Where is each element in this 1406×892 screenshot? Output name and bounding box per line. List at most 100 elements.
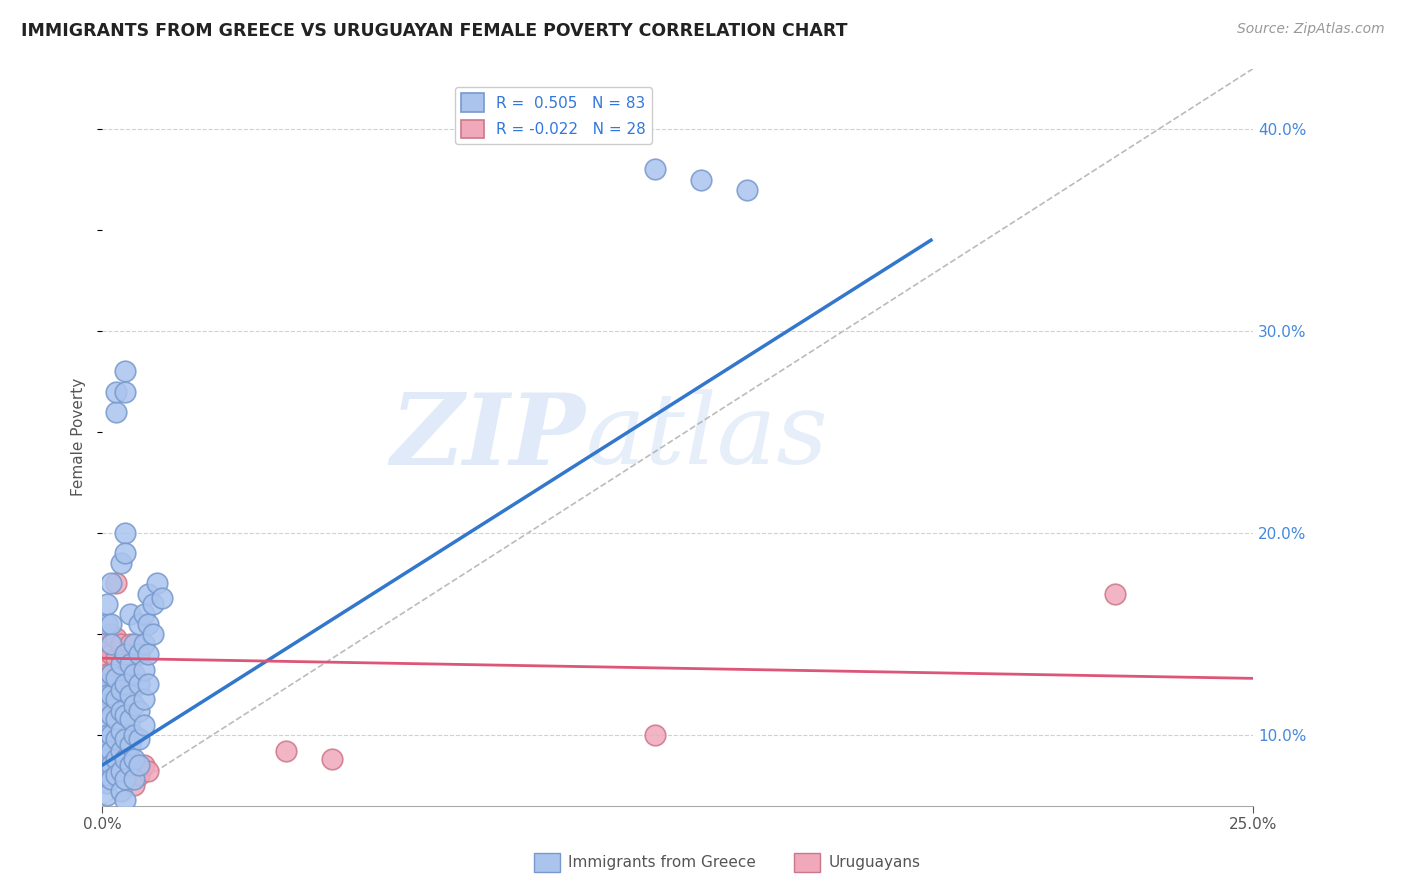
Point [114,731,136,746]
Point [124,728,146,742]
Point [132,607,155,621]
Point [128,677,150,691]
Point [124,637,146,651]
Point [105,691,128,706]
Point [118,607,141,621]
Point [132,758,155,772]
Point [114,663,136,677]
Point [114,364,136,378]
Point [110,744,132,758]
Point [96,637,118,651]
Point [128,731,150,746]
Point [96,712,118,726]
Point [105,384,128,399]
Point [110,683,132,698]
Point [128,758,150,772]
Point [132,637,155,651]
Point [124,778,146,792]
Point [100,647,122,661]
Point [96,657,118,672]
Point [100,667,122,681]
Point [136,677,159,691]
Text: Uruguayans: Uruguayans [828,855,920,870]
Text: ZIP: ZIP [391,389,586,485]
Point [132,691,155,706]
Legend: R =  0.505   N = 83, R = -0.022   N = 28: R = 0.505 N = 83, R = -0.022 N = 28 [456,87,652,145]
Point [114,526,136,541]
Point [118,738,141,752]
Point [110,764,132,779]
Text: atlas: atlas [586,390,828,484]
Point [100,688,122,702]
Point [96,616,118,631]
Point [100,772,122,787]
Point [150,591,173,605]
Y-axis label: Female Poverty: Female Poverty [72,378,86,496]
Point [100,637,122,651]
Point [118,752,141,766]
Point [100,627,122,641]
Point [105,672,128,686]
Point [114,792,136,806]
Point [136,616,159,631]
Point [276,744,298,758]
Point [100,688,122,702]
Point [105,768,128,782]
Point [118,657,141,672]
Point [96,789,118,803]
Point [105,631,128,645]
Point [118,688,141,702]
Point [96,677,118,691]
Point [136,764,159,779]
Point [100,667,122,681]
Point [100,616,122,631]
Point [105,576,128,591]
Point [114,647,136,661]
Point [110,657,132,672]
Point [96,698,118,712]
Point [114,752,136,766]
Point [100,707,122,722]
Point [136,647,159,661]
Point [96,637,118,651]
Point [110,637,132,651]
Point [96,752,118,766]
Point [96,738,118,752]
Text: IMMIGRANTS FROM GREECE VS URUGUAYAN FEMALE POVERTY CORRELATION CHART: IMMIGRANTS FROM GREECE VS URUGUAYAN FEMA… [21,22,848,40]
Point [118,637,141,651]
Point [96,597,118,611]
Point [96,688,118,702]
Point [110,784,132,798]
Point [100,744,122,758]
Point [105,712,128,726]
Point [105,752,128,766]
Point [321,752,343,766]
Point [110,723,132,738]
Point [132,663,155,677]
Point [96,728,118,742]
Point [136,586,159,600]
Point [96,688,118,702]
Point [124,752,146,766]
Point [128,704,150,718]
Point [100,728,122,742]
Point [100,576,122,591]
Point [110,704,132,718]
Point [114,384,136,399]
Text: Source: ZipAtlas.com: Source: ZipAtlas.com [1237,22,1385,37]
Point [100,758,122,772]
Point [146,576,169,591]
Point [132,718,155,732]
Point [142,597,165,611]
Point [114,707,136,722]
Point [96,667,118,681]
Point [114,647,136,661]
Point [124,772,146,787]
Point [96,698,118,712]
Point [128,616,150,631]
Point [128,768,150,782]
Point [124,698,146,712]
Point [118,712,141,726]
Point [114,546,136,560]
Point [735,183,758,197]
